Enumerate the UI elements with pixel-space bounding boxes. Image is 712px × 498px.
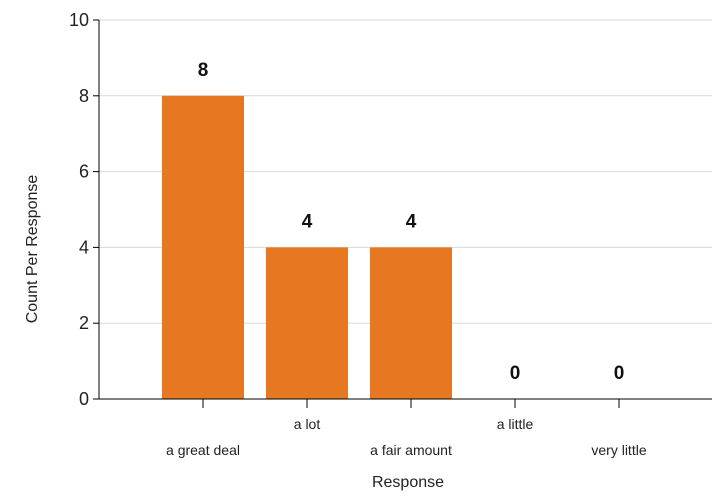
data-label: 4 <box>406 211 417 232</box>
bar <box>370 247 452 399</box>
y-tick-label: 8 <box>79 86 89 106</box>
x-tick-label: a fair amount <box>370 442 452 458</box>
data-label: 0 <box>614 363 625 384</box>
x-tick-label: very little <box>591 442 646 458</box>
y-axis-title: Count Per Response <box>24 175 41 324</box>
y-tick-label: 10 <box>69 10 89 30</box>
bars <box>162 95 452 400</box>
data-labels: 8 4 4 0 0 <box>198 60 625 384</box>
data-label: 8 <box>198 60 209 81</box>
x-axis: a great deal a lot a fair amount a little ve… <box>99 398 712 458</box>
x-tick-label: a lot <box>294 416 321 432</box>
x-tick-label: a great deal <box>166 442 240 458</box>
bar <box>266 247 348 399</box>
data-label: 4 <box>302 211 313 232</box>
y-tick-label: 4 <box>79 237 89 257</box>
y-tick-label: 2 <box>79 313 89 333</box>
y-tick-label: 6 <box>79 162 89 182</box>
y-axis: 0 2 4 6 8 10 <box>69 10 100 409</box>
x-tick-label: a little <box>497 416 534 432</box>
x-axis-title: Response <box>372 474 444 491</box>
y-tick-label: 0 <box>79 389 89 409</box>
data-label: 0 <box>510 363 521 384</box>
bar <box>162 95 244 400</box>
